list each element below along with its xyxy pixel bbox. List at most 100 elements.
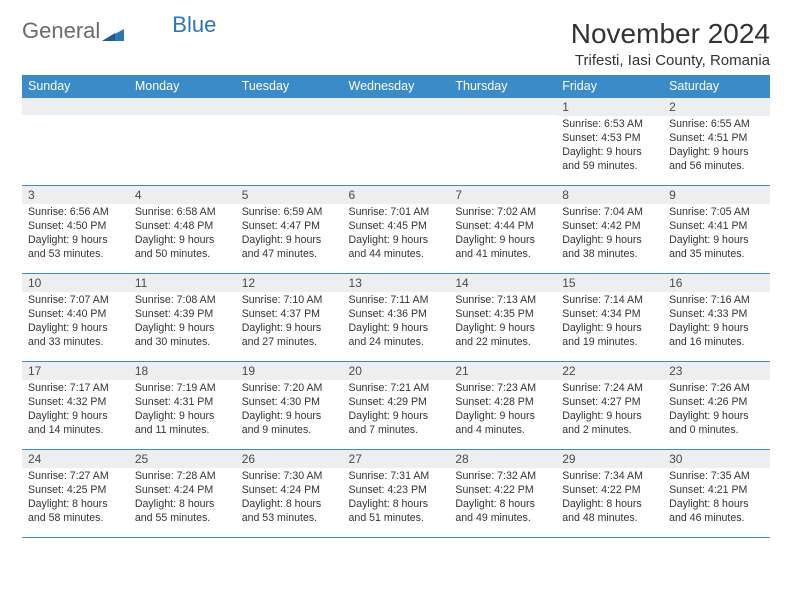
day-detail-line: and 48 minutes. [562,512,657,526]
day-detail-line: Sunrise: 7:32 AM [455,470,550,484]
day-detail-line: Sunrise: 7:28 AM [135,470,230,484]
day-detail-line: Daylight: 8 hours [669,498,764,512]
day-detail-line: Sunrise: 7:23 AM [455,382,550,396]
calendar-day-cell [129,98,236,186]
day-number: 16 [663,274,770,292]
day-detail-line: and 19 minutes. [562,336,657,350]
day-number: 26 [236,450,343,468]
day-detail-line: Sunset: 4:48 PM [135,220,230,234]
day-details: Sunrise: 6:53 AMSunset: 4:53 PMDaylight:… [556,116,663,177]
day-detail-line: and 59 minutes. [562,160,657,174]
day-detail-line: Sunrise: 7:27 AM [28,470,123,484]
day-detail-line: Sunrise: 7:31 AM [349,470,444,484]
day-detail-line: and 30 minutes. [135,336,230,350]
calendar-day-cell: 8Sunrise: 7:04 AMSunset: 4:42 PMDaylight… [556,186,663,274]
day-number [22,98,129,115]
day-detail-line: Daylight: 9 hours [562,234,657,248]
day-detail-line: and 50 minutes. [135,248,230,262]
page-header: General Blue November 2024 Trifesti, Ias… [22,18,770,69]
day-detail-line: Sunset: 4:22 PM [455,484,550,498]
weekday-header: Thursday [449,75,556,98]
weekday-header: Wednesday [343,75,450,98]
day-detail-line: Sunset: 4:30 PM [242,396,337,410]
day-detail-line: Sunset: 4:35 PM [455,308,550,322]
day-detail-line: Daylight: 9 hours [669,410,764,424]
calendar-day-cell: 27Sunrise: 7:31 AMSunset: 4:23 PMDayligh… [343,450,450,538]
day-detail-line: Sunrise: 7:05 AM [669,206,764,220]
logo-text-general: General [22,18,100,44]
day-detail-line: Sunrise: 7:20 AM [242,382,337,396]
weekday-header: Sunday [22,75,129,98]
calendar-day-cell: 5Sunrise: 6:59 AMSunset: 4:47 PMDaylight… [236,186,343,274]
day-detail-line: and 51 minutes. [349,512,444,526]
calendar-day-cell: 18Sunrise: 7:19 AMSunset: 4:31 PMDayligh… [129,362,236,450]
calendar-body: 1Sunrise: 6:53 AMSunset: 4:53 PMDaylight… [22,98,770,538]
day-details: Sunrise: 7:14 AMSunset: 4:34 PMDaylight:… [556,292,663,353]
day-detail-line: Daylight: 9 hours [242,234,337,248]
day-details: Sunrise: 7:13 AMSunset: 4:35 PMDaylight:… [449,292,556,353]
day-number [236,98,343,115]
calendar-day-cell: 17Sunrise: 7:17 AMSunset: 4:32 PMDayligh… [22,362,129,450]
day-details: Sunrise: 7:19 AMSunset: 4:31 PMDaylight:… [129,380,236,441]
day-detail-line: and 4 minutes. [455,424,550,438]
day-detail-line: and 33 minutes. [28,336,123,350]
day-detail-line: Sunset: 4:53 PM [562,132,657,146]
day-detail-line: Daylight: 9 hours [455,410,550,424]
day-detail-line: Daylight: 9 hours [135,410,230,424]
day-detail-line: and 47 minutes. [242,248,337,262]
day-detail-line: and 16 minutes. [669,336,764,350]
day-details: Sunrise: 7:07 AMSunset: 4:40 PMDaylight:… [22,292,129,353]
calendar-day-cell: 20Sunrise: 7:21 AMSunset: 4:29 PMDayligh… [343,362,450,450]
day-details: Sunrise: 7:31 AMSunset: 4:23 PMDaylight:… [343,468,450,529]
day-number: 27 [343,450,450,468]
calendar-week-row: 17Sunrise: 7:17 AMSunset: 4:32 PMDayligh… [22,362,770,450]
day-detail-line: Sunrise: 7:07 AM [28,294,123,308]
day-detail-line: Sunset: 4:27 PM [562,396,657,410]
calendar-day-cell [343,98,450,186]
day-detail-line: Sunrise: 7:04 AM [562,206,657,220]
day-detail-line: Sunrise: 7:13 AM [455,294,550,308]
day-detail-line: Sunrise: 7:34 AM [562,470,657,484]
day-details: Sunrise: 7:16 AMSunset: 4:33 PMDaylight:… [663,292,770,353]
day-detail-line: and 27 minutes. [242,336,337,350]
day-details: Sunrise: 7:27 AMSunset: 4:25 PMDaylight:… [22,468,129,529]
day-number: 1 [556,98,663,116]
calendar-day-cell [22,98,129,186]
day-details: Sunrise: 7:30 AMSunset: 4:24 PMDaylight:… [236,468,343,529]
day-detail-line: and 14 minutes. [28,424,123,438]
calendar-day-cell: 28Sunrise: 7:32 AMSunset: 4:22 PMDayligh… [449,450,556,538]
day-detail-line: Sunset: 4:31 PM [135,396,230,410]
day-detail-line: Sunrise: 7:08 AM [135,294,230,308]
day-detail-line: Sunset: 4:29 PM [349,396,444,410]
location-text: Trifesti, Iasi County, Romania [571,52,770,69]
day-detail-line: Daylight: 9 hours [455,234,550,248]
day-number: 20 [343,362,450,380]
day-detail-line: Daylight: 8 hours [135,498,230,512]
day-detail-line: and 2 minutes. [562,424,657,438]
day-detail-line: and 35 minutes. [669,248,764,262]
day-detail-line: Sunrise: 7:26 AM [669,382,764,396]
day-detail-line: Sunset: 4:37 PM [242,308,337,322]
day-details: Sunrise: 7:05 AMSunset: 4:41 PMDaylight:… [663,204,770,265]
weekday-header: Monday [129,75,236,98]
calendar-day-cell: 13Sunrise: 7:11 AMSunset: 4:36 PMDayligh… [343,274,450,362]
day-detail-line: Daylight: 9 hours [455,322,550,336]
day-detail-line: Sunset: 4:22 PM [562,484,657,498]
day-detail-line: and 38 minutes. [562,248,657,262]
day-number: 5 [236,186,343,204]
day-number: 3 [22,186,129,204]
day-details: Sunrise: 7:02 AMSunset: 4:44 PMDaylight:… [449,204,556,265]
day-number: 9 [663,186,770,204]
calendar-day-cell: 1Sunrise: 6:53 AMSunset: 4:53 PMDaylight… [556,98,663,186]
day-detail-line: Sunrise: 7:14 AM [562,294,657,308]
day-number: 15 [556,274,663,292]
day-detail-line: Sunset: 4:51 PM [669,132,764,146]
day-detail-line: and 55 minutes. [135,512,230,526]
day-detail-line: Daylight: 9 hours [349,322,444,336]
calendar-header-row: SundayMondayTuesdayWednesdayThursdayFrid… [22,75,770,98]
day-detail-line: Daylight: 9 hours [135,322,230,336]
day-detail-line: Daylight: 9 hours [669,322,764,336]
weekday-header: Tuesday [236,75,343,98]
day-number: 7 [449,186,556,204]
day-details: Sunrise: 7:24 AMSunset: 4:27 PMDaylight:… [556,380,663,441]
